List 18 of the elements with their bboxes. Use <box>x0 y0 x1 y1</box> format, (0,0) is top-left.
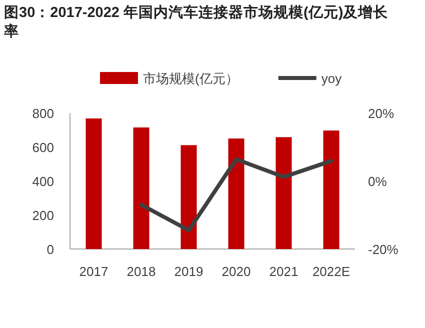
y2-tick-label: 0% <box>368 174 388 189</box>
x-tick-label: 2018 <box>126 264 156 279</box>
x-tick-label: 2020 <box>222 264 251 279</box>
y2-tick-label: 20% <box>368 106 394 121</box>
y-tick-label: 400 <box>32 174 54 189</box>
x-tick-label: 2017 <box>79 264 108 279</box>
x-tick-label: 2021 <box>269 264 298 279</box>
legend-label: 市场规模(亿元） <box>143 71 238 86</box>
x-tick-label: 2019 <box>174 264 204 279</box>
y2-tick-label: -20% <box>368 242 399 257</box>
x-tick-label: 2022E <box>312 264 350 279</box>
chart-title: 图30：2017-2022 年国内汽车连接器市场规模(亿元)及增长率 <box>4 4 389 42</box>
y-tick-label: 200 <box>32 208 54 223</box>
legend-label: yoy <box>321 71 342 86</box>
y-tick-label: 600 <box>32 140 54 155</box>
line-series <box>139 157 334 232</box>
y-tick-label: 800 <box>32 106 54 121</box>
y-tick-label: 0 <box>46 242 54 257</box>
